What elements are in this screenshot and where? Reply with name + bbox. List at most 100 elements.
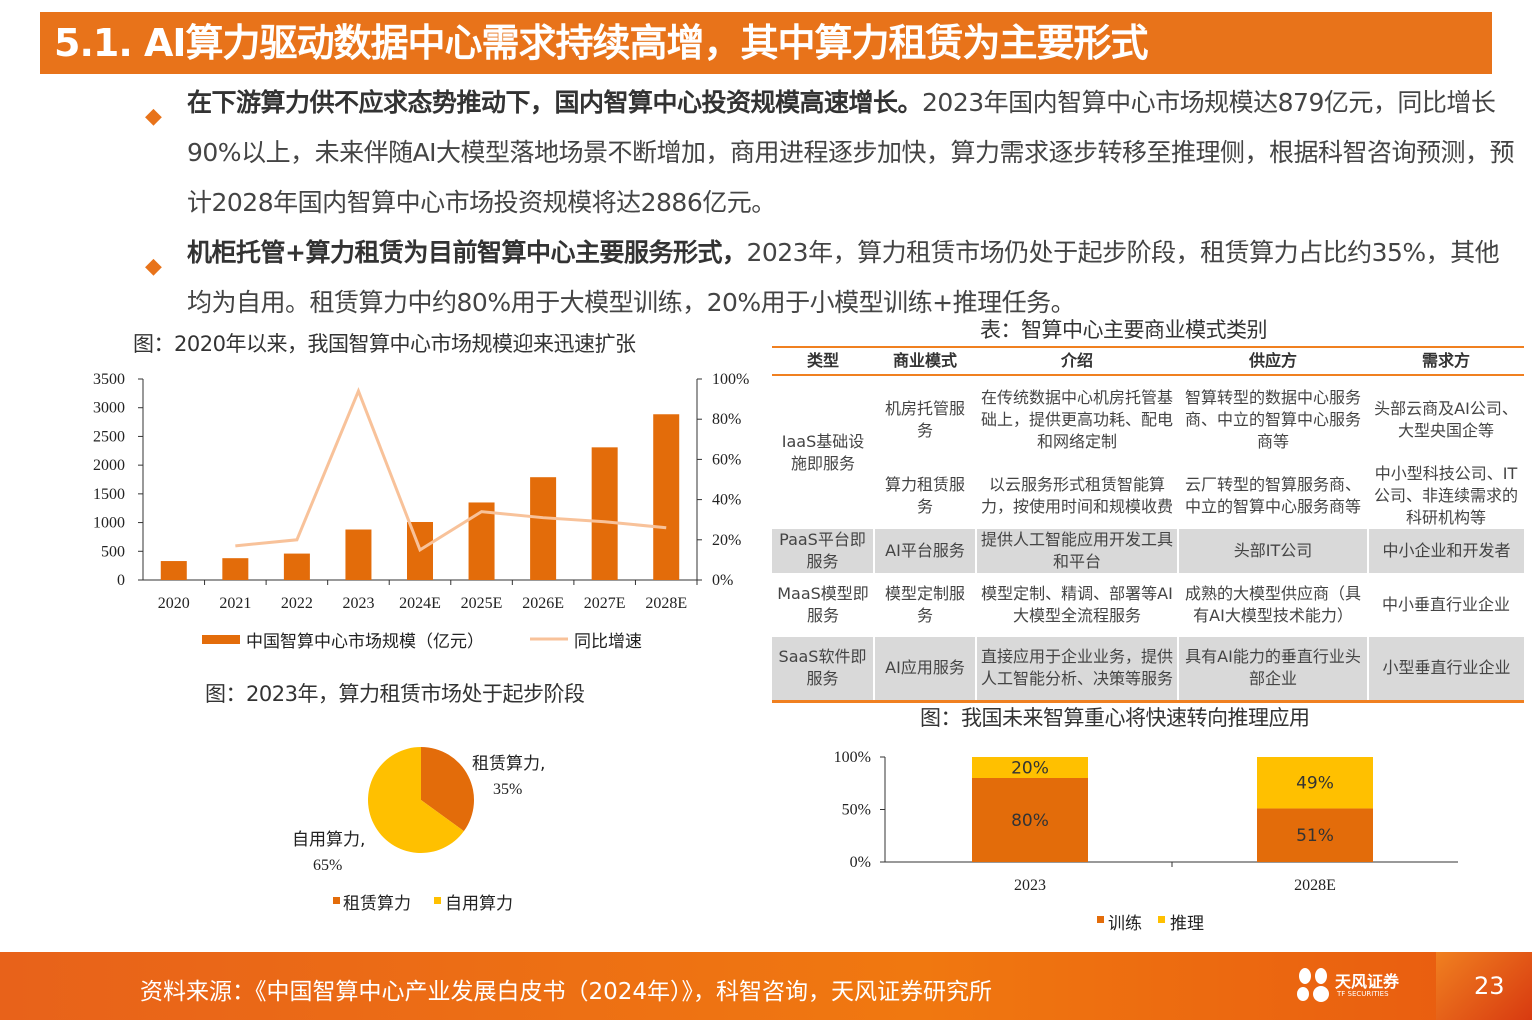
table-caption: 表：智算中心主要商业模式类别	[980, 318, 1268, 342]
y-tick-label: 2500	[93, 428, 125, 445]
table-cell: 模型定制服务	[884, 584, 965, 625]
y-tick-label: 50%	[842, 802, 871, 819]
x-tick-label: 2025E	[461, 595, 503, 612]
table-cell: PaaS平台即服务	[772, 529, 874, 573]
page-number: 23	[1474, 972, 1505, 1000]
table-cell: 小型垂直行业企业	[1367, 637, 1524, 701]
chart1-caption: 图：2020年以来，我国智算中心市场规模迎来迅速扩张	[133, 332, 636, 356]
charts-svg: 0 500 1000 1500 2000 2500 3000 3500 0% 20% 40% 60% 8…	[93, 371, 1458, 934]
x-tick-label: 2026E	[522, 595, 564, 612]
table-header: 供应方	[1178, 347, 1368, 376]
bullet-text: 2023年，算力租赁市场仍处于起步阶段，租赁算力占比约35%，其他均为自用。租赁…	[187, 238, 1500, 317]
legend-label: 中国智算中心市场规模（亿元）	[246, 632, 484, 652]
bullet-text: 2023年国内智算中心市场规模达879亿元，同比增长90%以上，未来伴随AI大模…	[187, 88, 1515, 217]
bar	[160, 561, 187, 580]
y2-tick-label: 0%	[712, 572, 733, 589]
legend-label: 训练	[1108, 914, 1142, 934]
y2-tick-label: 80%	[712, 411, 741, 428]
legend-swatch-bar	[202, 635, 240, 644]
legend-label: 推理	[1170, 914, 1204, 934]
pie-slice	[368, 747, 464, 853]
decorative-squares	[1436, 952, 1532, 1020]
data-label: 20%	[1011, 759, 1049, 779]
flower-logo-icon	[1297, 968, 1329, 1002]
chart2-caption: 图：2023年，算力租赁市场处于起步阶段	[205, 682, 585, 706]
legend-swatch	[434, 897, 441, 904]
table-cell: 具有AI能力的垂直行业头部企业	[1177, 637, 1368, 701]
y2-tick-label: 100%	[712, 371, 749, 388]
diamond-bullet-icon: ◆	[145, 104, 162, 129]
table-cell: 智算转型的数据中心服务商、中立的智算中心服务商等	[1184, 387, 1361, 451]
y-tick-label: 1000	[93, 515, 125, 532]
table-cell: 提供人工智能应用开发工具和平台	[975, 529, 1178, 573]
data-label: 49%	[1296, 774, 1334, 794]
table-row: IaaS基础设施即服务 机房托管服务 在传统数据中心机房托管基础上，提供更高功耗、配…	[772, 375, 1524, 473]
x-tick-label: 2028E	[645, 595, 687, 612]
table-row: SaaS软件即服务 AI应用服务 直接应用于企业业务，提供人工智能分析、决策等服务具…	[772, 637, 1524, 701]
table-cell: 中小企业和开发者	[1367, 529, 1524, 573]
table-cell: 机房托管服务	[884, 398, 965, 440]
pie-label: 租赁算力,	[472, 754, 545, 774]
data-label: 80%	[1011, 811, 1049, 831]
table-header: 介绍	[976, 347, 1178, 376]
table-cell: 头部IT公司	[1177, 529, 1368, 573]
table-header: 类型	[772, 347, 874, 376]
y-tick-label: 0	[117, 572, 125, 589]
y-tick-label: 100%	[834, 749, 871, 766]
x-tick-label: 2024E	[399, 595, 441, 612]
table-cell: 中小垂直行业企业	[1381, 595, 1510, 614]
chart3-caption: 图：我国未来智算重心将快速转向推理应用	[920, 706, 1310, 730]
table-cell: 算力租赁服务	[884, 475, 965, 516]
table-header: 商业模式	[874, 347, 976, 376]
table-cell: MaaS模型即服务	[777, 584, 869, 625]
table-row: 算力租赁服务 以云服务形式租赁智能算力，按使用时间和规模收费 云厂转型的智算服务商、…	[772, 463, 1524, 529]
table-cell: AI应用服务	[873, 637, 976, 701]
x-tick-label: 2027E	[584, 595, 626, 612]
x-tick-label: 2023	[342, 595, 374, 612]
legend-swatch	[1097, 916, 1104, 923]
stacked-bar-segment	[972, 778, 1088, 862]
growth-line	[235, 387, 667, 553]
pie-label: 自用算力,	[292, 830, 365, 850]
y2-tick-label: 40%	[712, 492, 741, 509]
slide-title: 5.1. AI算力驱动数据中心需求持续高增，其中算力租赁为主要形式	[40, 12, 1492, 74]
y-tick-label: 0%	[850, 854, 871, 871]
table-cell: 模型定制、精调、部署等AI大模型全流程服务	[981, 584, 1173, 625]
y2-tick-label: 20%	[712, 532, 741, 549]
y-tick-label: 1500	[93, 486, 125, 503]
table-cell: 成熟的大模型供应商（具有AI大模型技术能力）	[1184, 584, 1361, 625]
y-tick-label: 3000	[93, 400, 125, 417]
legend-label: 自用算力	[445, 894, 513, 914]
table-cell: 中小型科技公司、IT公司、非连续需求的科研机构等	[1373, 464, 1518, 527]
y-tick-label: 3500	[93, 371, 125, 388]
bar	[530, 477, 557, 580]
footer: 资料来源：《中国智算中心产业发展白皮书（2024年）》，科智咨询，天风证券研究所…	[0, 952, 1532, 1020]
x-tick-label: 2021	[219, 595, 251, 612]
bar	[222, 558, 249, 580]
bar	[468, 502, 495, 580]
legend-label: 租赁算力	[343, 894, 411, 914]
table-cell: SaaS软件即服务	[772, 637, 874, 701]
table-header: 需求方	[1368, 347, 1524, 376]
pie-slice	[421, 747, 474, 832]
bar	[345, 529, 372, 580]
bullet-bold: 在下游算力供不应求态势推动下，国内智算中心投资规模高速增长。	[187, 88, 923, 117]
table-cell: 云厂转型的智算服务商、中立的智算中心服务商等	[1184, 475, 1361, 516]
table-cell: 以云服务形式租赁智能算力，按使用时间和规模收费	[980, 475, 1173, 516]
table-cell: IaaS基础设施即服务	[781, 431, 865, 473]
bar	[591, 447, 618, 580]
bar	[283, 553, 310, 580]
source-note: 资料来源：《中国智算中心产业发展白皮书（2024年）》，科智咨询，天风证券研究所	[140, 979, 993, 1005]
data-label: 51%	[1296, 826, 1334, 846]
bullet-bold: 机柜托管+算力租赁为目前智算中心主要服务形式，	[187, 238, 747, 267]
diamond-bullet-icon: ◆	[145, 254, 162, 279]
business-model-table: 类型 商业模式 介绍 供应方 需求方 IaaS基础设施即服务 机房托管服务 在传统数据中心机…	[772, 346, 1524, 703]
bullet-1: ◆ 在下游算力供不应求态势推动下，国内智算中心投资规模高速增长。2023年国内智…	[145, 78, 1515, 228]
x-tick-label: 2022	[281, 595, 313, 612]
stacked-bar-segment	[1257, 757, 1373, 809]
y-tick-label: 2000	[93, 457, 125, 474]
bullet-2: ◆ 机柜托管+算力租赁为目前智算中心主要服务形式，2023年，算力租赁市场仍处于…	[145, 228, 1515, 328]
stacked-bar-segment	[972, 757, 1088, 778]
table-row: PaaS平台即服务 AI平台服务 提供人工智能应用开发工具和平台 头部IT公司 中小企业…	[772, 529, 1524, 573]
table-cell: 在传统数据中心机房托管基础上，提供更高功耗、配电和网络定制	[980, 387, 1173, 451]
